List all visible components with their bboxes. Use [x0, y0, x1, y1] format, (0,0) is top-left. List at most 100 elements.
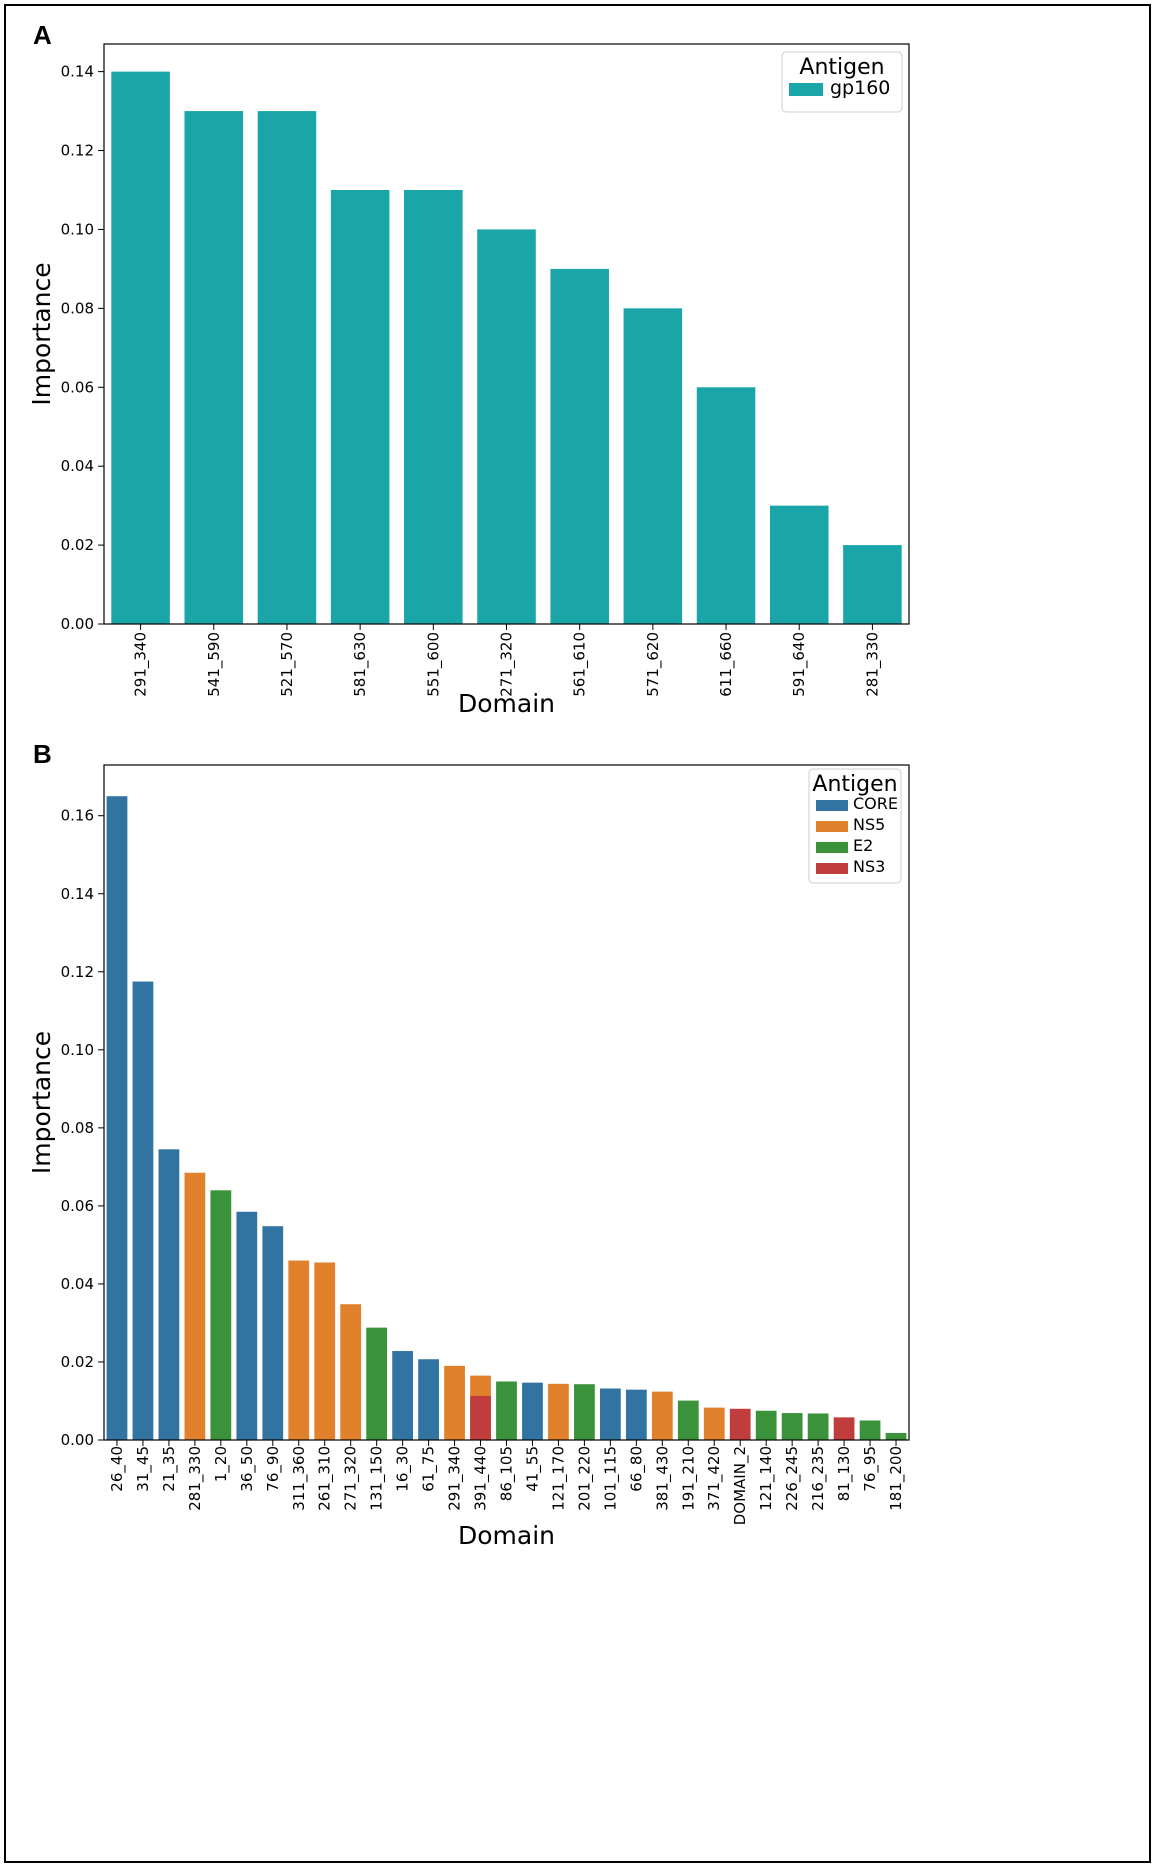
y-tick-label: 0.04 [61, 457, 94, 475]
y-tick-label: 0.04 [61, 1275, 94, 1293]
x-tick-label: 521_570 [278, 632, 297, 697]
y-tick-label: 0.00 [61, 615, 94, 633]
legend-title: Antigen [812, 772, 897, 797]
legend-swatch-gp160 [789, 83, 823, 96]
bar-26_40 [106, 796, 128, 1440]
x-tick-label: 216_235 [809, 1446, 828, 1511]
y-tick-label: 0.06 [61, 378, 94, 396]
x-tick-label: 1_20 [212, 1446, 231, 1482]
bar-216_235 [807, 1413, 829, 1440]
bar-86_105 [496, 1381, 517, 1440]
bar-611_660 [696, 387, 756, 624]
x-tick-label: 21_35 [160, 1446, 179, 1492]
bar-overlay-391_440 [470, 1395, 491, 1440]
legend-label-ns3: NS3 [853, 857, 885, 876]
bar-121_140 [755, 1410, 777, 1440]
x-tick-label: 226_245 [783, 1446, 802, 1511]
bar-121_170 [548, 1383, 569, 1440]
panel-label: B [33, 739, 52, 769]
x-tick-label: 551_600 [424, 632, 443, 697]
legend-swatch-core [816, 800, 848, 811]
y-tick-label: 0.12 [61, 963, 94, 981]
x-tick-label: 191_210 [679, 1446, 698, 1511]
x-tick-label: DOMAIN_2 [731, 1446, 750, 1525]
x-tick-label: 66_80 [627, 1446, 646, 1492]
legend-label-ns5: NS5 [853, 815, 885, 834]
x-tick-label: 381_430 [653, 1446, 672, 1511]
bar-561_610 [550, 268, 609, 624]
y-tick-label: 0.10 [61, 220, 94, 238]
legend-box [808, 768, 902, 884]
bar-271_320 [340, 1304, 362, 1440]
bar-551_600 [404, 189, 463, 625]
y-axis-title: Importance [27, 262, 56, 405]
y-tick-label: 0.12 [61, 142, 94, 160]
bar-581_630 [330, 189, 390, 625]
x-tick-label: 76_90 [264, 1446, 283, 1492]
x-tick-label: 291_340 [132, 632, 151, 697]
bar-16_30 [392, 1351, 414, 1440]
legend-label-core: CORE [853, 794, 898, 813]
y-tick-label: 0.02 [61, 536, 94, 554]
bar-1_20 [210, 1190, 232, 1440]
bar-41_55 [522, 1382, 543, 1440]
bar-31_45 [132, 981, 154, 1440]
x-tick-label: 591_640 [790, 632, 809, 697]
x-tick-label: 541_590 [205, 632, 224, 697]
bar-591_640 [769, 505, 829, 624]
x-axis-title: Domain [458, 1521, 555, 1550]
x-tick-label: 201_220 [575, 1446, 594, 1511]
x-tick-label: 281_330 [863, 632, 882, 697]
x-tick-label: 121_170 [549, 1446, 568, 1511]
bar-371_420 [703, 1407, 725, 1440]
y-tick-label: 0.02 [61, 1353, 94, 1371]
bar-81_130 [833, 1417, 855, 1440]
y-axis-title: Importance [27, 1031, 56, 1174]
bar-281_330 [843, 545, 902, 624]
x-tick-label: 101_115 [601, 1446, 620, 1511]
x-tick-label: 121_140 [757, 1446, 776, 1511]
x-tick-label: 181_200 [887, 1446, 906, 1511]
x-tick-label: 81_130 [835, 1446, 854, 1501]
x-axis-title: Domain [458, 689, 555, 718]
bar-226_245 [781, 1413, 803, 1440]
x-tick-label: 271_320 [498, 632, 517, 697]
bar-201_220 [574, 1384, 595, 1440]
x-tick-label: 391_440 [472, 1446, 491, 1511]
legend-swatch-ns3 [816, 863, 848, 874]
panel-label: A [33, 20, 52, 50]
y-tick-label: 0.14 [61, 885, 94, 903]
bar-61_75 [418, 1359, 439, 1440]
legend-swatch-ns5 [816, 821, 848, 832]
x-tick-label: 291_340 [446, 1446, 465, 1511]
bar-66_80 [625, 1389, 647, 1440]
bar-271_320 [477, 229, 536, 624]
figure-frame [4, 4, 1151, 1863]
y-tick-label: 0.10 [61, 1041, 94, 1059]
y-tick-label: 0.08 [61, 299, 94, 317]
x-tick-label: 561_610 [571, 632, 590, 697]
bar-131_150 [366, 1327, 388, 1440]
bar-381_430 [651, 1391, 673, 1440]
bar-101_115 [599, 1388, 621, 1440]
legend-label-e2: E2 [853, 836, 873, 855]
bar-36_50 [236, 1211, 258, 1440]
x-tick-label: 41_55 [524, 1446, 543, 1492]
legend-box [781, 51, 903, 113]
x-tick-label: 281_330 [186, 1446, 205, 1511]
x-tick-label: 271_320 [342, 1446, 361, 1511]
bar-291_340 [111, 71, 170, 625]
bar-291_340 [444, 1365, 465, 1440]
x-tick-label: 371_420 [705, 1446, 724, 1511]
x-tick-label: 611_660 [717, 632, 736, 697]
bar-76_95 [859, 1420, 881, 1440]
x-tick-label: 26_40 [108, 1446, 127, 1492]
x-tick-label: 311_360 [290, 1446, 309, 1511]
bar-521_570 [257, 111, 317, 624]
x-tick-label: 86_105 [498, 1446, 517, 1501]
bar-21_35 [158, 1149, 180, 1440]
bar-76_90 [262, 1226, 284, 1440]
bar-191_210 [677, 1400, 699, 1440]
y-tick-label: 0.08 [61, 1119, 94, 1137]
